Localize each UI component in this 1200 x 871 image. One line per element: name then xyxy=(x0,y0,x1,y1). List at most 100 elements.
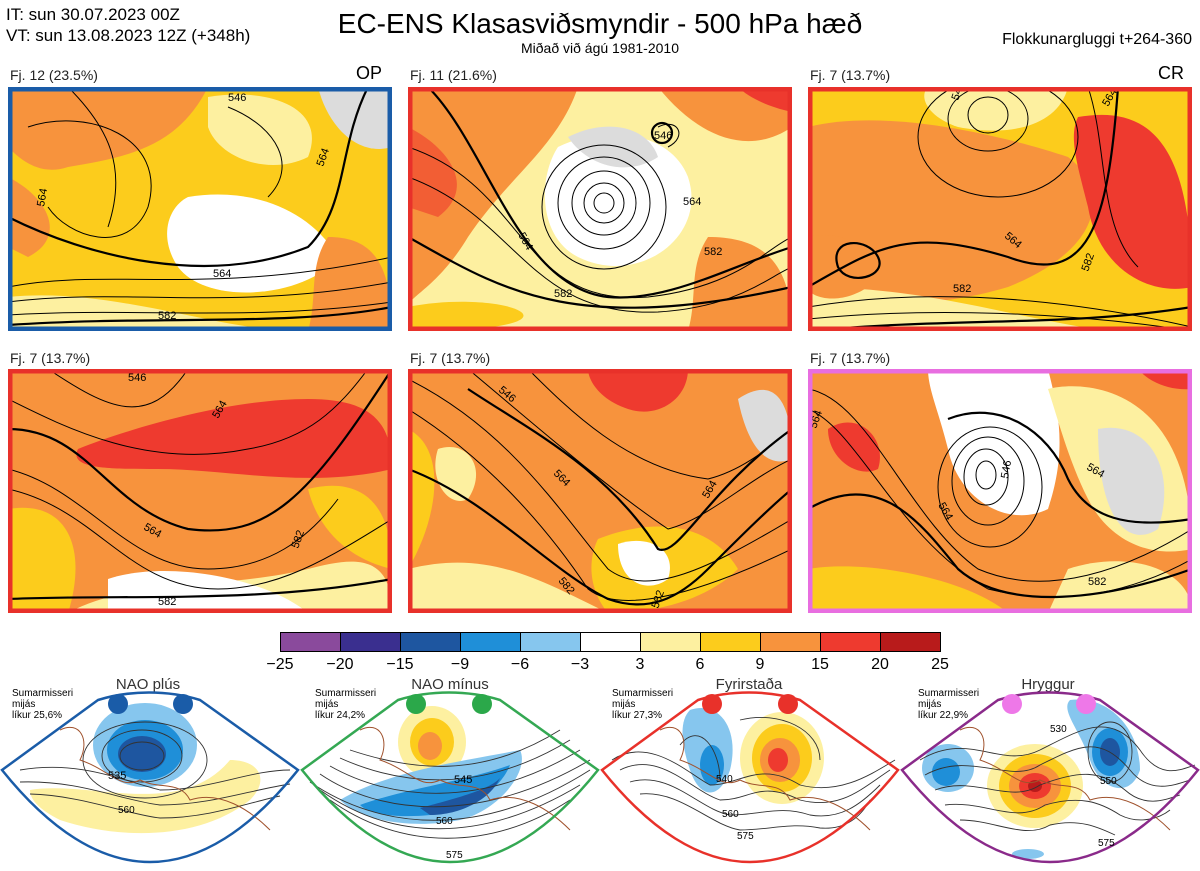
regime-dot-right xyxy=(173,694,193,714)
colorbar-cell xyxy=(460,632,521,652)
regime-contour-label: 530 xyxy=(1050,724,1067,735)
colorbar-tick-label: 9 xyxy=(755,656,765,673)
anomaly-yellow xyxy=(808,566,1008,613)
anomaly-orange xyxy=(688,237,792,331)
contour-label: 564 xyxy=(35,187,50,207)
panel-4-label: Fj. 7 (13.7%) xyxy=(10,350,91,366)
info-line: mijás xyxy=(918,699,942,710)
info-line: Sumarmisseri xyxy=(918,688,980,699)
info-line: líkur 24,2% xyxy=(315,710,366,721)
regime-2-title: NAO mínus xyxy=(411,676,489,693)
valid-time: VT: sun 13.08.2023 12Z (+348h) xyxy=(6,26,251,45)
colorbar-cell xyxy=(880,632,941,652)
colorbar-tick-label: 20 xyxy=(871,656,889,673)
regime-contour-label: 560 xyxy=(436,816,453,827)
contour-label: 582 xyxy=(1080,252,1098,273)
regime-dot-left xyxy=(1002,694,1022,714)
contour-label: 546 xyxy=(999,459,1014,479)
anomaly-yellow xyxy=(408,301,524,331)
anomaly-orange xyxy=(8,177,50,257)
bold-contours xyxy=(408,87,792,309)
colorbar-tick-label: 15 xyxy=(811,656,829,673)
run-info: IT: sun 30.07.2023 00Z VT: sun 13.08.202… xyxy=(6,4,250,46)
map-svg-2: 546 564 564 582 582 xyxy=(408,87,792,331)
regime-map-nao-minus: 545 560 575 xyxy=(300,691,600,864)
regime-dot-right xyxy=(778,694,798,714)
classification-window: Flokkunargluggi t+264-360 xyxy=(1002,31,1192,48)
info-line: mijás xyxy=(612,699,636,710)
regime-contour-label: 545 xyxy=(454,774,472,786)
panel-1-label: Fj. 12 (23.5%) xyxy=(10,67,98,83)
contour-label: 582 xyxy=(158,310,176,322)
regime-dot-left xyxy=(108,694,128,714)
bold-contours xyxy=(408,388,792,606)
anomaly-red xyxy=(1073,114,1192,289)
regime-contour-label: 540 xyxy=(716,774,733,785)
regime-contour-label: 535 xyxy=(108,770,126,782)
height-contours xyxy=(8,369,392,590)
bold-contours xyxy=(808,411,1192,599)
anomaly-red xyxy=(738,87,792,112)
regime-dot-right xyxy=(1076,694,1096,714)
land-greenland xyxy=(568,126,658,168)
height-contours xyxy=(808,388,1192,598)
colorbar-cell xyxy=(520,632,581,652)
regime-4-title: Hryggur xyxy=(1021,676,1075,693)
map-svg-6: 546 564 564 582 564 xyxy=(808,369,1192,613)
map-svg-4: 564 582 582 564 546 xyxy=(8,369,392,613)
regime-contour-label: 560 xyxy=(722,809,739,820)
colorbar-cell xyxy=(400,632,461,652)
colorbar-tick-label: −6 xyxy=(510,656,530,673)
colorbar-cell xyxy=(340,632,401,652)
panel-frame xyxy=(408,87,792,331)
colorbar-cell xyxy=(580,632,641,652)
contour-label: 582 xyxy=(290,529,308,550)
anomaly-neutral xyxy=(108,571,308,613)
contour-label: 582 xyxy=(158,596,176,608)
chart-subtitle: Miðað við ágú 1981-2010 xyxy=(520,40,679,56)
scenario-map-6: 546 564 564 582 564 xyxy=(808,369,1192,613)
scenario-map-2: 546 564 564 582 582 xyxy=(408,87,792,331)
bold-contours xyxy=(8,87,392,327)
map-svg-5: 546 564 564 582 582 xyxy=(408,369,792,613)
scenario-map-1: 564 564 582 546 564 xyxy=(8,87,392,331)
anomaly-neutral xyxy=(618,540,670,586)
anomaly-yellow xyxy=(208,94,312,166)
regime-frame xyxy=(300,691,600,864)
regime-2-info: Sumarmisseri mijás líkur 24,2% xyxy=(315,688,376,721)
regime-contour-label: 575 xyxy=(737,831,754,842)
info-line: mijás xyxy=(12,699,36,710)
regime-3-info: Sumarmisseri mijás líkur 27,3% xyxy=(612,688,673,721)
scenario-map-4: 564 582 582 564 546 xyxy=(8,369,392,613)
contour-label: 546 xyxy=(228,92,246,104)
colorbar-tick-label: −25 xyxy=(266,656,294,673)
contour-label: 564 xyxy=(213,268,231,280)
map-svg-1: 564 564 582 546 564 xyxy=(8,87,392,331)
panel-3-label: Fj. 7 (13.7%) xyxy=(810,67,891,83)
colorbar-tick-label: 3 xyxy=(635,656,645,673)
contour-label: 582 xyxy=(704,246,722,258)
colorbar xyxy=(280,632,941,652)
map-svg-3: 564 564 582 582 546 xyxy=(808,87,1192,331)
panel-frame xyxy=(808,369,1192,613)
regime-dot-left xyxy=(406,694,426,714)
colorbar-tick-label: −20 xyxy=(326,656,354,673)
contour-label: 564 xyxy=(683,196,701,208)
regime-1-title: NAO plús xyxy=(115,676,181,693)
regime-contour-label: 560 xyxy=(118,805,135,816)
info-line: Sumarmisseri xyxy=(612,688,674,699)
anomaly-red xyxy=(76,399,392,478)
panel-6-label: Fj. 7 (13.7%) xyxy=(810,350,891,366)
panel-frame xyxy=(808,87,1192,331)
regime-dot-left xyxy=(702,694,722,714)
colorbar-tick-label: −15 xyxy=(386,656,414,673)
panel-1-tag: OP xyxy=(356,63,383,83)
regime-3-title: Fyrirstaða xyxy=(715,676,783,693)
colorbar-cell xyxy=(700,632,761,652)
bold-contours xyxy=(8,369,392,601)
contour-labels: 564 564 582 546 564 xyxy=(35,92,332,322)
anomaly-yellow xyxy=(408,562,608,613)
anomaly-neutral xyxy=(167,194,338,293)
regime-map-ridge: 530 550 575 xyxy=(900,691,1200,864)
regime-contour-label: 575 xyxy=(446,850,463,861)
